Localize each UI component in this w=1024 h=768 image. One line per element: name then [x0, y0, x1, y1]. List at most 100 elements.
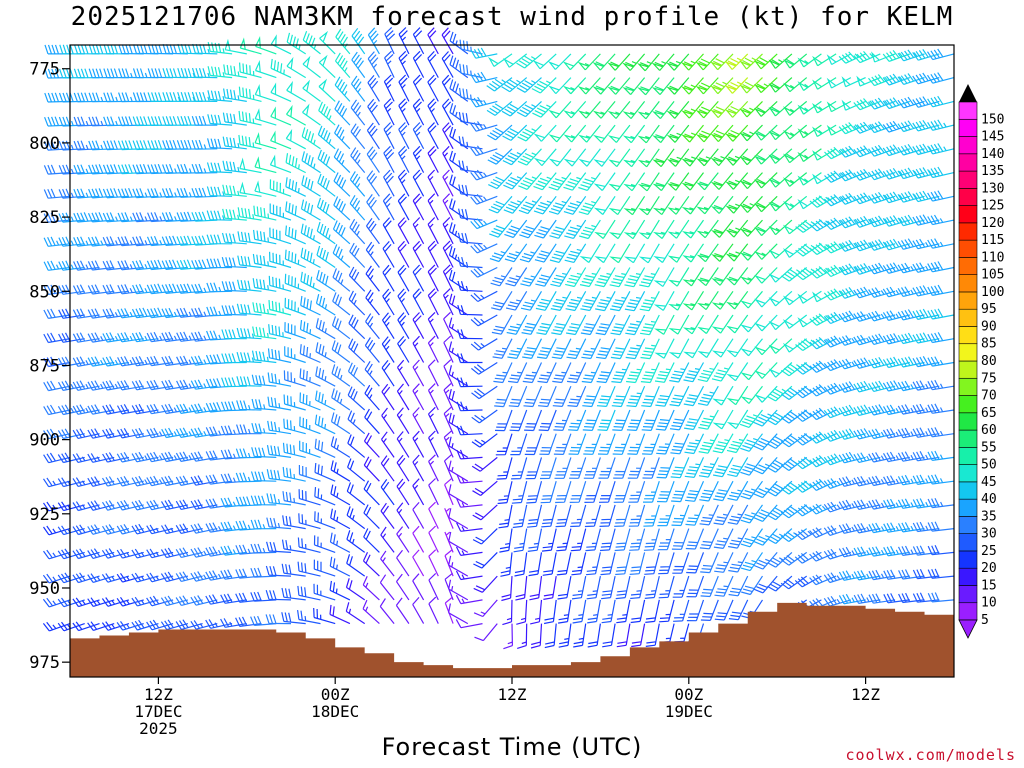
wind-barb — [882, 380, 910, 392]
wind-barb — [838, 546, 866, 558]
wind-barb — [553, 409, 572, 431]
wind-barb — [161, 427, 189, 439]
wind-barb — [102, 428, 130, 439]
wind-barb — [882, 73, 911, 86]
wind-barb — [882, 333, 910, 345]
wind-barb — [883, 545, 910, 557]
wind-barb — [191, 307, 218, 318]
wind-barb — [470, 194, 498, 205]
wind-barb — [444, 531, 454, 553]
wind-barb — [456, 498, 483, 508]
wind-barb — [557, 575, 572, 600]
wind-barb — [220, 497, 247, 508]
wind-barb — [927, 592, 955, 603]
wind-barb — [780, 385, 808, 400]
wind-barb — [315, 294, 336, 316]
colorbar-swatch — [958, 395, 978, 414]
wind-barb — [117, 332, 144, 343]
wind-barb — [671, 528, 690, 550]
wind-barb — [868, 499, 896, 510]
wind-barb — [456, 353, 483, 364]
wind-barb — [927, 497, 955, 509]
wind-barb — [768, 219, 793, 236]
wind-barb — [897, 262, 925, 274]
wind-barb — [556, 552, 572, 576]
wind-barb — [456, 425, 483, 436]
wind-barb — [441, 74, 454, 102]
colorbar-swatch — [958, 377, 978, 396]
wind-barb — [623, 219, 646, 240]
wind-barb — [316, 269, 336, 292]
wind-barb — [147, 44, 174, 55]
wind-barb — [161, 403, 188, 415]
wind-barb — [190, 499, 218, 510]
y-tick-label: 800 — [29, 134, 60, 154]
wind-barb — [384, 50, 395, 78]
wind-barb — [131, 596, 159, 607]
wind-barb — [624, 267, 646, 288]
wind-barb — [379, 574, 395, 601]
wind-barb — [236, 327, 262, 340]
wind-barb — [58, 116, 85, 127]
wind-barb — [132, 92, 159, 103]
wind-barb — [711, 290, 734, 310]
colorbar-swatch — [958, 550, 978, 569]
wind-barb — [712, 457, 734, 478]
wind-barb — [103, 116, 129, 127]
wind-barb — [740, 504, 763, 524]
wind-barb — [427, 122, 439, 150]
wind-barb — [235, 448, 262, 459]
wind-barb — [283, 394, 306, 411]
wind-barb — [525, 457, 543, 480]
wind-barb — [236, 351, 262, 364]
wind-barb — [728, 575, 749, 597]
wind-barb — [131, 307, 159, 319]
wind-barb — [427, 74, 439, 102]
wind-barb — [563, 148, 587, 167]
wind-barb — [42, 573, 71, 584]
wind-barb — [73, 116, 100, 127]
wind-barb — [87, 548, 115, 559]
wind-barb — [493, 362, 513, 384]
y-tick-label: 950 — [29, 579, 60, 599]
wind-barb — [396, 549, 410, 577]
wind-barb — [853, 51, 881, 64]
wind-barb — [609, 267, 631, 288]
wind-barb — [897, 474, 925, 486]
wind-barb — [220, 618, 247, 628]
wind-barb — [823, 501, 852, 513]
wind-barb — [146, 475, 174, 487]
wind-barb — [592, 101, 616, 119]
wind-barb — [470, 314, 498, 327]
wind-barb — [809, 478, 837, 491]
wind-barb — [282, 466, 306, 482]
wind-barb — [398, 74, 410, 102]
wind-barb — [610, 338, 631, 360]
wind-barb — [809, 407, 837, 421]
wind-barb — [912, 521, 940, 533]
credit-link[interactable]: coolwx.com/models — [845, 746, 1016, 764]
wind-barb — [191, 235, 218, 246]
wind-barb — [504, 243, 528, 263]
wind-barb — [714, 575, 734, 597]
wind-barb — [87, 500, 115, 511]
wind-barb — [146, 524, 174, 535]
wind-barb — [592, 77, 616, 95]
wind-barb — [739, 267, 763, 285]
wind-barb — [102, 284, 129, 295]
wind-barb — [927, 261, 955, 273]
wind-barb — [868, 121, 896, 134]
wind-barb — [522, 362, 543, 384]
wind-barb — [412, 597, 425, 624]
colorbar-label: 130 — [981, 181, 1004, 196]
wind-barb — [492, 338, 513, 359]
wind-barb — [455, 570, 483, 581]
wind-barb — [334, 52, 351, 78]
wind-barb — [927, 119, 955, 131]
wind-barb — [809, 598, 837, 609]
wind-barb — [427, 27, 439, 55]
wind-barb — [331, 316, 351, 340]
wind-barb — [102, 452, 130, 463]
wind-barb — [838, 122, 866, 135]
wind-barb — [555, 481, 572, 504]
